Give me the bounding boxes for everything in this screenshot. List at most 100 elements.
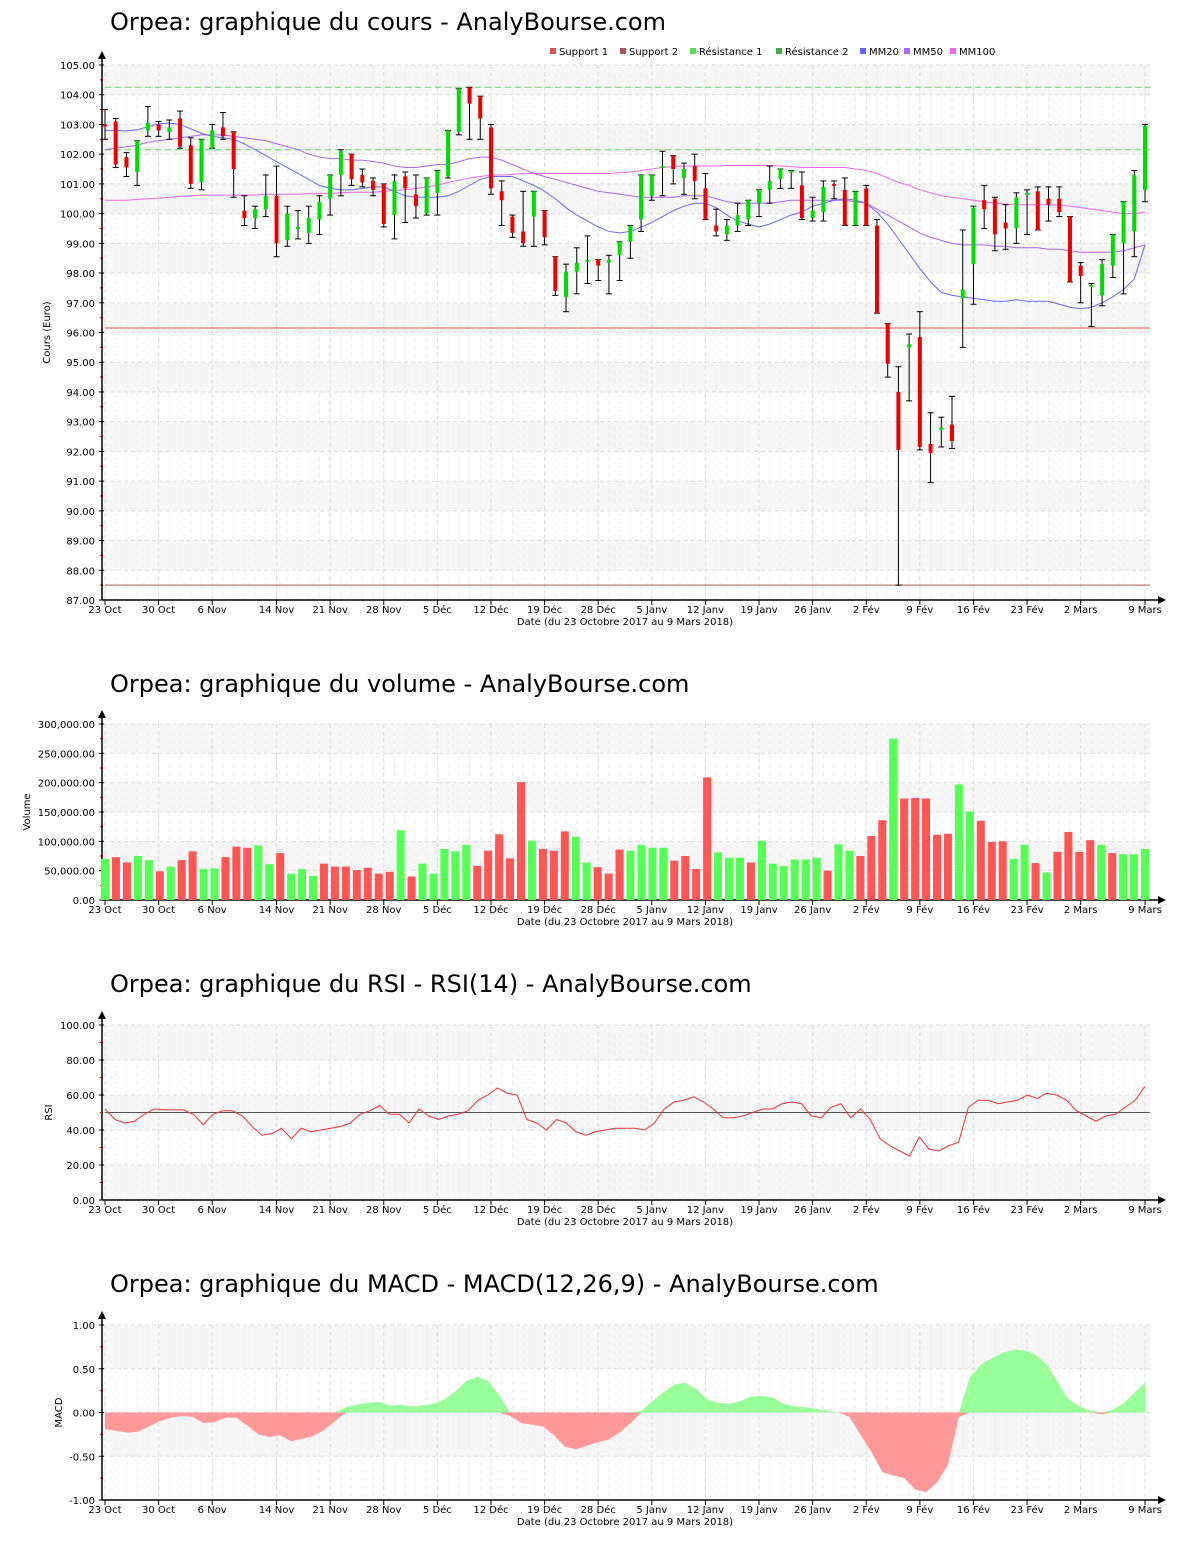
x-tick-label: 9 Fév [906, 604, 933, 616]
candle [938, 416, 945, 448]
candle-body [853, 191, 858, 226]
candle-body [842, 189, 847, 226]
volume-bar [922, 798, 931, 900]
legend-label: Support 2 [629, 47, 678, 58]
volume-bar [659, 847, 668, 900]
candle-body [328, 174, 333, 199]
candle [959, 229, 966, 348]
candle-body [178, 118, 183, 147]
legend-swatch-mm50 [904, 48, 910, 54]
x-tick-label: 12 Déc [473, 604, 508, 616]
price-chart-title: Orpea: graphique du cours - AnalyBourse.… [110, 8, 666, 36]
y-tick-label: 250,000.00 [38, 749, 95, 760]
y-tick-label: 200,000.00 [38, 779, 95, 790]
candle [284, 205, 291, 247]
y-tick-label: -0.50 [69, 1452, 95, 1463]
volume-bar [1042, 872, 1051, 900]
candle [1056, 186, 1063, 218]
volume-bar [166, 866, 175, 900]
candle [1109, 233, 1116, 279]
candle [1034, 186, 1041, 231]
grid-band [103, 243, 1150, 274]
x-tick-label: 6 Nov [198, 905, 227, 916]
candle-body [1078, 265, 1083, 277]
candle [1142, 123, 1148, 203]
candle [991, 196, 998, 252]
x-tick-label: 6 Nov [198, 1505, 227, 1516]
x-tick-label: 2 Mars [1064, 1205, 1098, 1216]
candle [616, 241, 623, 281]
y-tick-label: 97.00 [66, 299, 95, 310]
volume-bar [122, 862, 131, 900]
volume-bar [725, 857, 733, 900]
volume-bar [1097, 844, 1106, 900]
x-tick-label: 23 Fév [1010, 604, 1043, 616]
candle [573, 247, 580, 295]
y-tick-label: 90.00 [66, 507, 95, 518]
candle [584, 235, 591, 284]
candle-body [896, 391, 901, 450]
volume-bar [746, 862, 755, 900]
y-axis-arrow-icon [98, 1311, 106, 1319]
y-tick-label: 101.00 [60, 180, 95, 191]
x-tick-label: 5 Janv [636, 1205, 667, 1216]
volume-bar [243, 847, 252, 900]
x-tick-label: 23 Oct [88, 605, 121, 616]
candle-body [306, 218, 311, 233]
x-tick-label: 21 Nov [312, 1205, 348, 1216]
x-tick-label: 9 Fév [906, 904, 933, 916]
candle-body [253, 209, 258, 219]
x-tick-label: 9 Mars [1128, 1205, 1162, 1216]
candle [702, 172, 709, 221]
volume-bar [626, 850, 635, 900]
legend-label: Résistance 1 [699, 46, 762, 58]
candle [1088, 282, 1095, 328]
y-axis-arrow-icon [98, 51, 106, 59]
x-tick-label: 28 Nov [366, 905, 402, 916]
volume-bar [1064, 831, 1073, 900]
volume-bar [812, 857, 821, 900]
y-tick-label: 150,000.00 [38, 808, 95, 819]
candle-body [864, 188, 869, 226]
candle [380, 183, 387, 228]
x-tick-label: 26 Janv [794, 605, 831, 616]
candle [187, 137, 194, 189]
x-tick-label: 14 Nov [259, 605, 295, 616]
x-axis-arrow-icon [1158, 1196, 1166, 1204]
candle [895, 366, 902, 586]
volume-bar [735, 857, 744, 900]
y-tick-label: 87.00 [66, 596, 95, 607]
candle-body [767, 180, 772, 190]
x-axis-label: Date (du 23 Octobre 2017 au 9 Mars 2018) [517, 917, 733, 928]
y-tick-label: 100.00 [60, 1021, 95, 1032]
volume-bar [287, 873, 296, 900]
y-tick-label: 60.00 [66, 1091, 95, 1102]
candle [680, 162, 687, 195]
candle-body [1089, 284, 1094, 287]
candle [777, 168, 784, 189]
candle-body [521, 231, 526, 244]
grid-band [103, 362, 1150, 392]
candle [273, 165, 280, 258]
volume-bar [1086, 840, 1095, 900]
candle-body [488, 127, 493, 189]
volume-bar [407, 876, 416, 900]
candle-body [381, 183, 386, 225]
candle [1131, 170, 1138, 258]
candle [723, 219, 730, 241]
x-tick-label: 16 Fév [957, 1204, 990, 1216]
candle [1045, 186, 1052, 222]
y-tick-label: 105.00 [60, 61, 95, 72]
candle-body [982, 200, 987, 210]
candle-body [403, 176, 408, 189]
y-tick-label: 93.00 [66, 418, 95, 429]
candle-body [671, 155, 676, 170]
candle-body [907, 344, 912, 348]
x-tick-label: 21 Nov [312, 605, 348, 616]
candle [423, 177, 430, 216]
grid-band [103, 1165, 1150, 1200]
x-tick-label: 28 Nov [366, 605, 402, 616]
candle-body [692, 166, 697, 181]
volume-bar [889, 738, 898, 900]
